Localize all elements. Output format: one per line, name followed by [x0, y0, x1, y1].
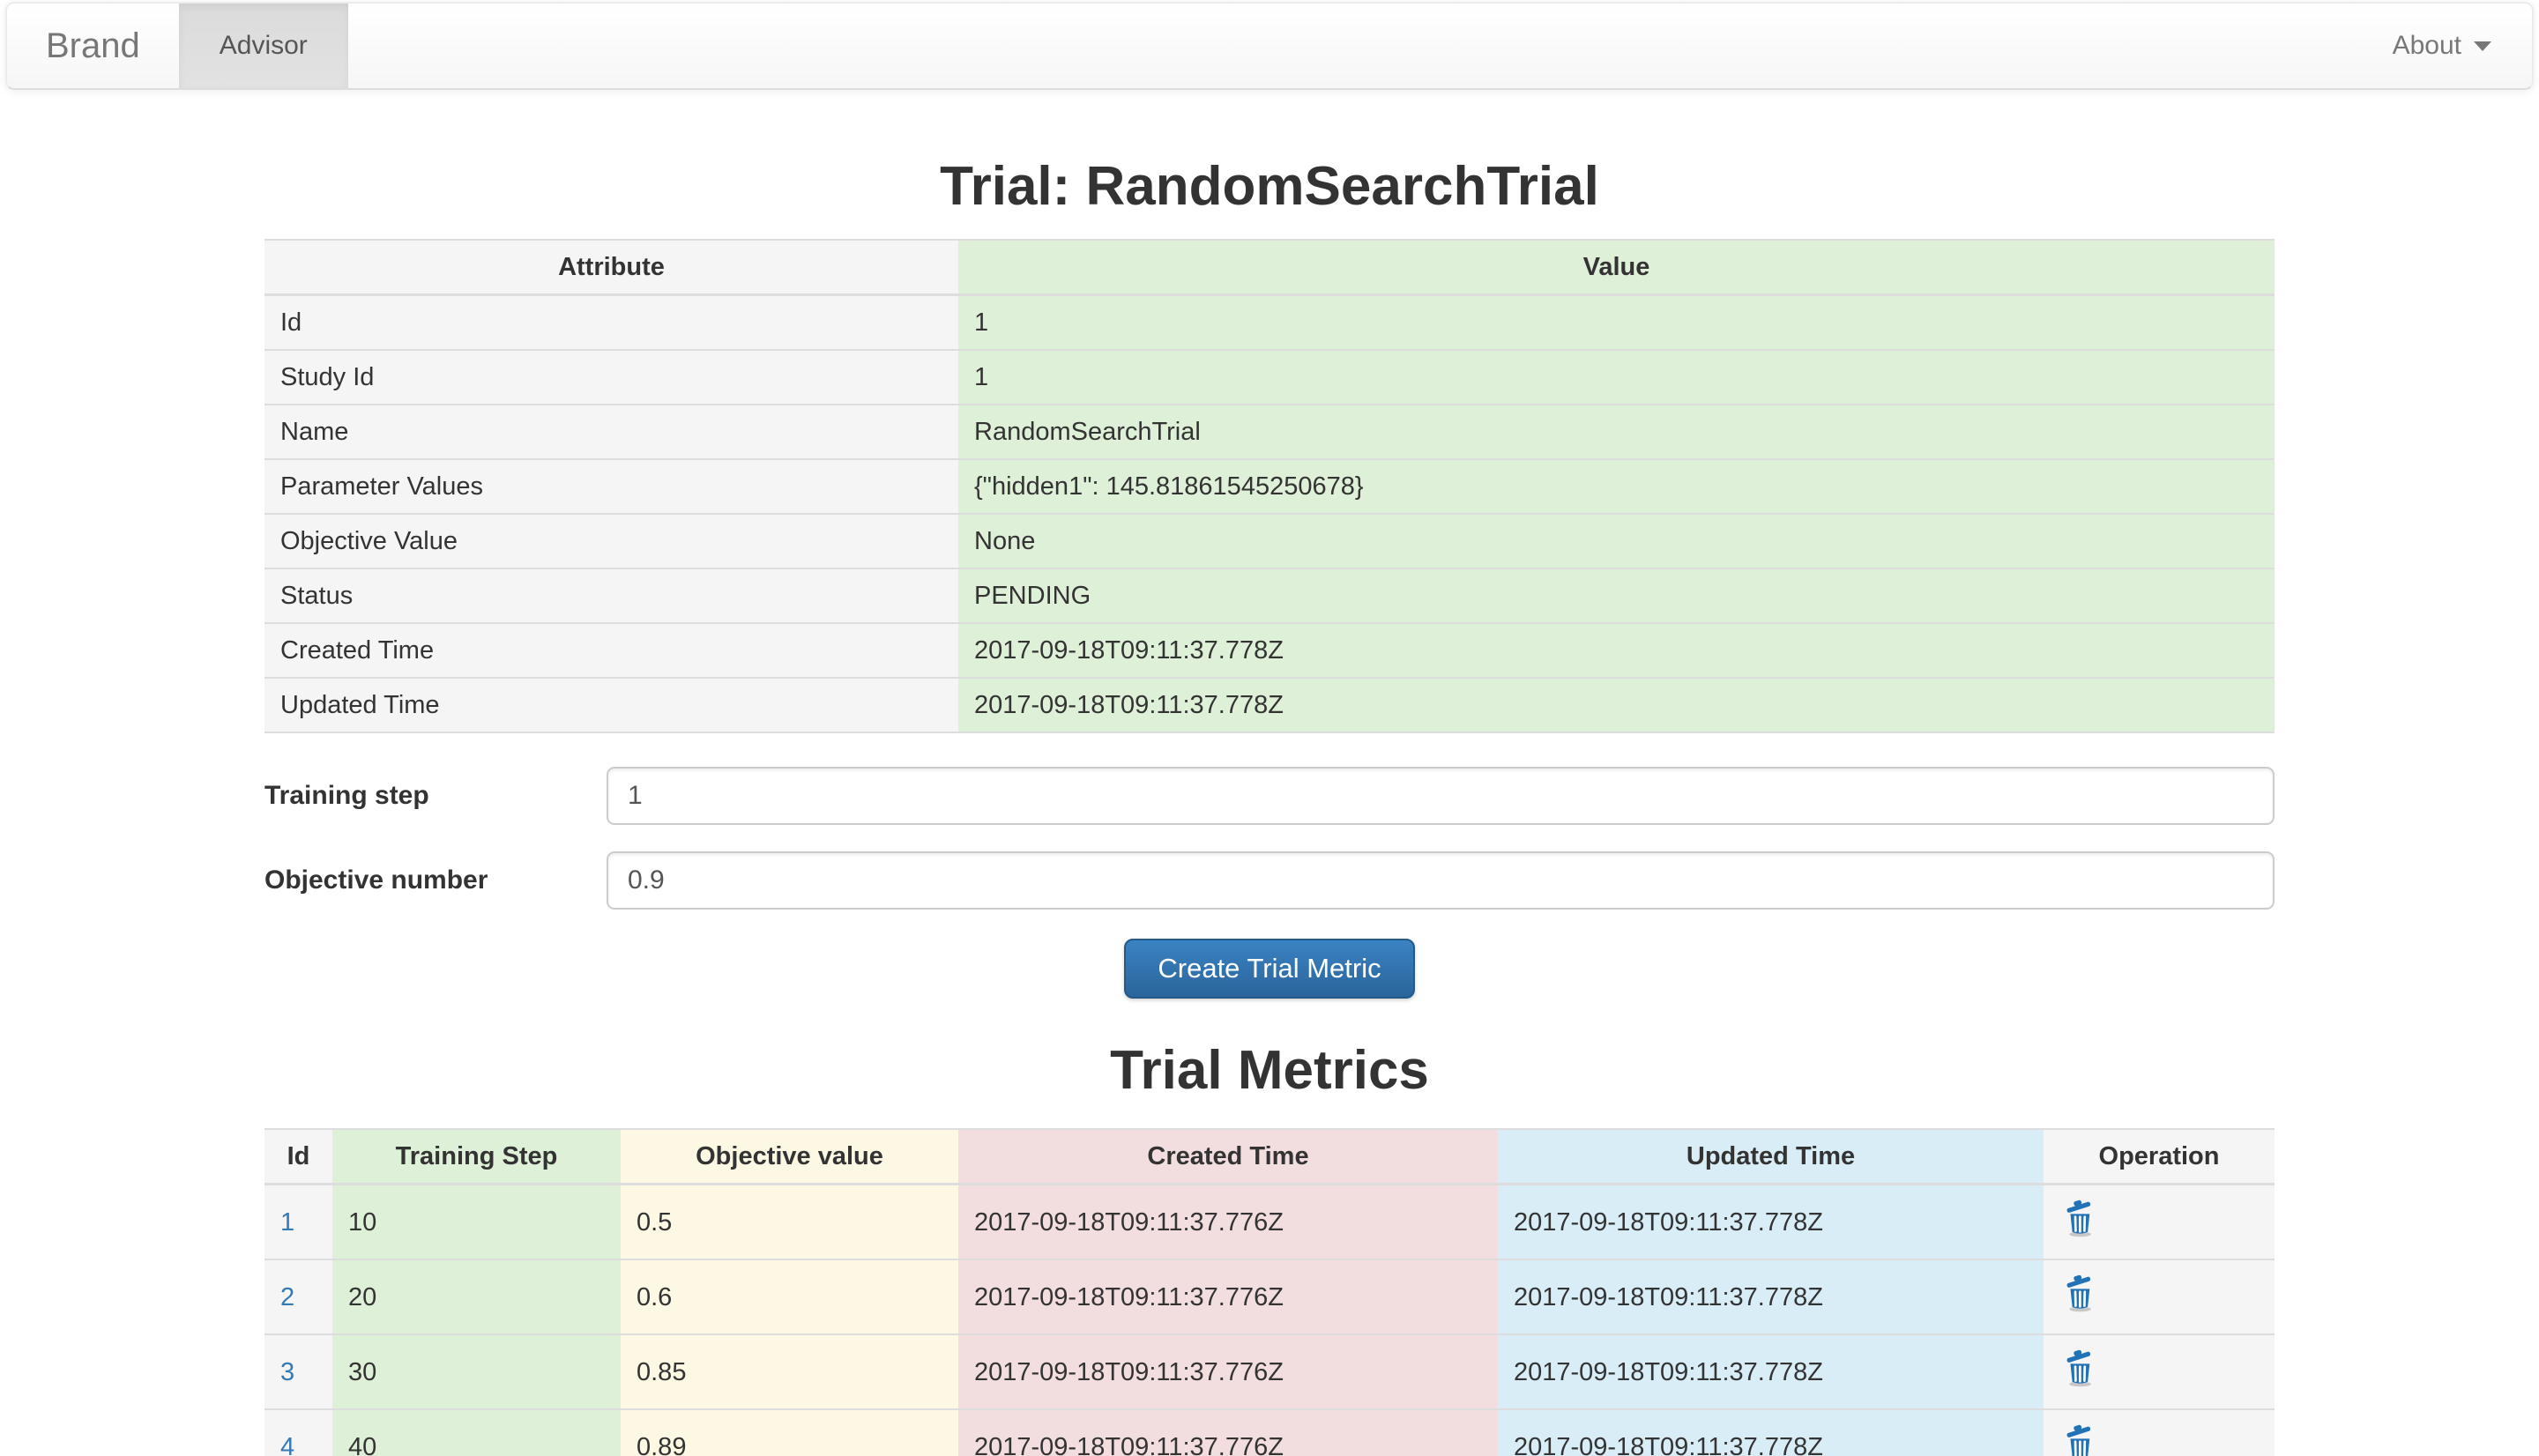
- metrics-header-row: Id Training Step Objective value Created…: [264, 1128, 2275, 1185]
- attribute-cell: Status: [264, 568, 958, 623]
- table-row: Updated Time 2017-09-18T09:11:37.778Z: [264, 677, 2275, 732]
- metric-created-cell: 2017-09-18T09:11:37.776Z: [958, 1259, 1498, 1334]
- navbar-right: About: [2352, 4, 2532, 88]
- value-cell: 1: [958, 293, 2275, 350]
- trash-icon: [2066, 1424, 2091, 1456]
- metrics-header-operation: Operation: [2044, 1128, 2275, 1185]
- metric-id-link[interactable]: 3: [280, 1357, 295, 1386]
- attribute-cell: Updated Time: [264, 677, 958, 732]
- metrics-header-training-step: Training Step: [332, 1128, 621, 1185]
- value-cell: PENDING: [958, 568, 2275, 623]
- metric-id-cell: 1: [264, 1183, 332, 1259]
- brand-link[interactable]: Brand: [46, 26, 140, 65]
- table-row: Status PENDING: [264, 568, 2275, 623]
- metric-operation-cell: [2044, 1259, 2275, 1334]
- objective-number-input[interactable]: [607, 851, 2275, 910]
- metric-created-cell: 2017-09-18T09:11:37.776Z: [958, 1408, 1498, 1456]
- delete-metric-button[interactable]: [2059, 1348, 2100, 1388]
- table-row: 2 20 0.6 2017-09-18T09:11:37.776Z 2017-0…: [264, 1259, 2275, 1334]
- nav-item-advisor[interactable]: Advisor: [178, 4, 348, 88]
- delete-metric-button[interactable]: [2059, 1273, 2100, 1313]
- metric-objective-cell: 0.6: [621, 1259, 958, 1334]
- attribute-cell: Name: [264, 404, 958, 459]
- attr-header-value: Value: [958, 239, 2275, 296]
- metric-objective-cell: 0.85: [621, 1333, 958, 1409]
- button-row: Create Trial Metric: [264, 939, 2275, 999]
- table-row: 1 10 0.5 2017-09-18T09:11:37.776Z 2017-0…: [264, 1183, 2275, 1259]
- objective-number-label: Objective number: [264, 865, 488, 895]
- trash-icon: [2066, 1274, 2091, 1312]
- value-cell: 2017-09-18T09:11:37.778Z: [958, 622, 2275, 678]
- metric-step-cell: 20: [332, 1259, 621, 1334]
- metric-id-link[interactable]: 2: [280, 1282, 295, 1311]
- attr-header-attribute: Attribute: [264, 239, 958, 296]
- about-label: About: [2392, 31, 2461, 60]
- caret-down-icon: [2474, 41, 2491, 51]
- metric-operation-cell: [2044, 1333, 2275, 1409]
- table-row: 3 30 0.85 2017-09-18T09:11:37.776Z 2017-…: [264, 1333, 2275, 1409]
- table-row: Created Time 2017-09-18T09:11:37.778Z: [264, 622, 2275, 678]
- metric-objective-cell: 0.5: [621, 1183, 958, 1259]
- metric-step-cell: 10: [332, 1183, 621, 1259]
- metric-id-cell: 4: [264, 1408, 332, 1456]
- attr-table-header-row: Attribute Value: [264, 239, 2275, 296]
- trash-icon: [2066, 1200, 2091, 1237]
- table-row: Id 1: [264, 293, 2275, 350]
- table-row: Objective Value None: [264, 513, 2275, 568]
- metric-id-link[interactable]: 4: [280, 1432, 295, 1456]
- table-row: Parameter Values {"hidden1": 145.8186154…: [264, 458, 2275, 514]
- metric-step-cell: 30: [332, 1333, 621, 1409]
- table-row: 4 40 0.89 2017-09-18T09:11:37.776Z 2017-…: [264, 1408, 2275, 1456]
- metric-updated-cell: 2017-09-18T09:11:37.778Z: [1498, 1408, 2044, 1456]
- attribute-cell: Parameter Values: [264, 458, 958, 514]
- metric-id-cell: 3: [264, 1333, 332, 1409]
- metric-step-cell: 40: [332, 1408, 621, 1456]
- attribute-cell: Id: [264, 293, 958, 350]
- metric-updated-cell: 2017-09-18T09:11:37.778Z: [1498, 1333, 2044, 1409]
- metric-id-link[interactable]: 1: [280, 1207, 295, 1237]
- trial-attributes-table: Attribute Value Id 1 Study Id 1 Name Ran…: [264, 239, 2275, 733]
- metric-operation-cell: [2044, 1183, 2275, 1259]
- metric-created-cell: 2017-09-18T09:11:37.776Z: [958, 1183, 1498, 1259]
- trash-icon: [2066, 1349, 2091, 1387]
- about-dropdown[interactable]: About: [2352, 4, 2532, 88]
- delete-metric-button[interactable]: [2059, 1198, 2100, 1238]
- metrics-header-objective-value: Objective value: [621, 1128, 958, 1185]
- objective-number-row: Objective number: [264, 851, 2275, 910]
- training-step-row: Training step: [264, 767, 2275, 825]
- value-cell: {"hidden1": 145.81861545250678}: [958, 458, 2275, 514]
- value-cell: None: [958, 513, 2275, 568]
- training-step-label: Training step: [264, 781, 429, 810]
- attribute-cell: Objective Value: [264, 513, 958, 568]
- metrics-header-updated-time: Updated Time: [1498, 1128, 2044, 1185]
- metrics-title: Trial Metrics: [1110, 1040, 1429, 1101]
- metric-updated-cell: 2017-09-18T09:11:37.778Z: [1498, 1183, 2044, 1259]
- delete-metric-button[interactable]: [2059, 1423, 2100, 1456]
- navbar: Brand Advisor About: [5, 2, 2534, 90]
- attribute-cell: Study Id: [264, 349, 958, 405]
- table-row: Study Id 1: [264, 349, 2275, 405]
- metric-updated-cell: 2017-09-18T09:11:37.778Z: [1498, 1259, 2044, 1334]
- main-content: Trial: RandomSearchTrial Attribute Value…: [264, 155, 2275, 1456]
- metric-id-cell: 2: [264, 1259, 332, 1334]
- create-trial-metric-button[interactable]: Create Trial Metric: [1124, 939, 1415, 999]
- metric-objective-cell: 0.89: [621, 1408, 958, 1456]
- trial-metrics-table: Id Training Step Objective value Created…: [264, 1128, 2275, 1456]
- value-cell: RandomSearchTrial: [958, 404, 2275, 459]
- value-cell: 2017-09-18T09:11:37.778Z: [958, 677, 2275, 732]
- metrics-header-created-time: Created Time: [958, 1128, 1498, 1185]
- table-row: Name RandomSearchTrial: [264, 404, 2275, 459]
- value-cell: 1: [958, 349, 2275, 405]
- metrics-header-id: Id: [264, 1128, 332, 1185]
- training-step-input[interactable]: [607, 767, 2275, 825]
- metric-created-cell: 2017-09-18T09:11:37.776Z: [958, 1333, 1498, 1409]
- attribute-cell: Created Time: [264, 622, 958, 678]
- page-title: Trial: RandomSearchTrial: [940, 156, 1599, 217]
- metric-operation-cell: [2044, 1408, 2275, 1456]
